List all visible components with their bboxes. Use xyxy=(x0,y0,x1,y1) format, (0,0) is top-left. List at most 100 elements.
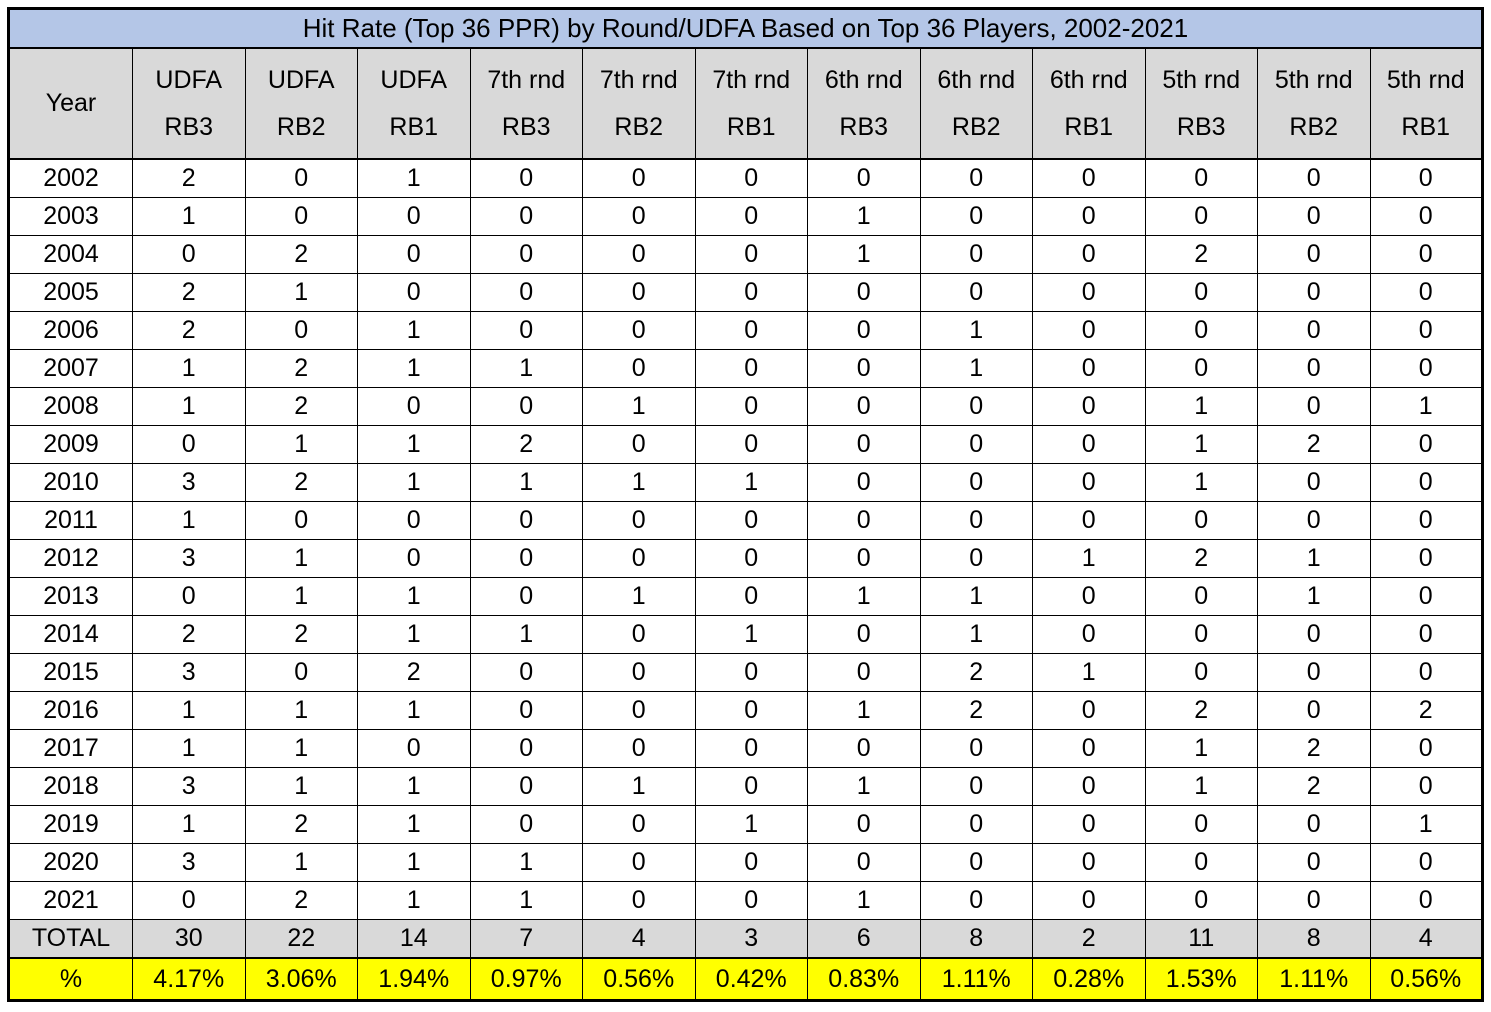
value-cell: 0 xyxy=(1257,235,1371,274)
value-cell: 0 xyxy=(582,729,696,768)
value-cell: 0 xyxy=(694,691,808,730)
value-cell: 0 xyxy=(919,387,1033,426)
value-cell: 0 xyxy=(1032,805,1146,844)
value-cell: 1 xyxy=(1257,577,1371,616)
total-value-cell: 6 xyxy=(807,919,921,959)
value-cell: 0 xyxy=(694,843,808,882)
year-cell: 2013 xyxy=(8,577,133,616)
value-cell: 0 xyxy=(1032,197,1146,236)
header-cell-6th-rnd-rb2: 6th rnd RB2 xyxy=(919,47,1033,160)
header-cell-6th-rnd-rb3: 6th rnd RB3 xyxy=(807,47,921,160)
header-cell-udfa-rb3: UDFA RB3 xyxy=(132,47,246,160)
value-cell: 1 xyxy=(244,691,358,730)
value-cell: 0 xyxy=(357,273,471,312)
header-line-bottom: RB1 xyxy=(1401,112,1451,141)
value-cell: 0 xyxy=(1032,235,1146,274)
value-cell: 0 xyxy=(582,349,696,388)
value-cell: 1 xyxy=(1369,387,1483,426)
value-cell: 1 xyxy=(1257,539,1371,578)
value-cell: 0 xyxy=(694,653,808,692)
value-cell: 1 xyxy=(357,615,471,654)
value-cell: 0 xyxy=(1032,311,1146,350)
value-cell: 0 xyxy=(919,463,1033,502)
value-cell: 2 xyxy=(1257,729,1371,768)
value-cell: 1 xyxy=(244,577,358,616)
percent-value-cell: 1.94% xyxy=(357,957,471,1001)
value-cell: 0 xyxy=(1257,463,1371,502)
value-cell: 0 xyxy=(357,197,471,236)
value-cell: 0 xyxy=(1032,767,1146,806)
header-cell-5th-rnd-rb1: 5th rnd RB1 xyxy=(1369,47,1483,160)
header-line-top: UDFA xyxy=(267,66,335,95)
value-cell: 0 xyxy=(1369,273,1483,312)
value-cell: 1 xyxy=(1144,767,1258,806)
value-cell: 0 xyxy=(807,843,921,882)
value-cell: 0 xyxy=(244,158,358,198)
header-line-top: 6th rnd xyxy=(1049,66,1128,95)
value-cell: 2 xyxy=(244,463,358,502)
value-cell: 1 xyxy=(357,349,471,388)
header-cell-5th-rnd-rb2: 5th rnd RB2 xyxy=(1257,47,1371,160)
header-line-bottom: RB1 xyxy=(726,112,776,141)
value-cell: 1 xyxy=(132,197,246,236)
value-cell: 0 xyxy=(582,881,696,920)
header-line-bottom: RB3 xyxy=(164,112,214,141)
value-cell: 1 xyxy=(132,691,246,730)
header-line-top: 5th rnd xyxy=(1386,66,1465,95)
value-cell: 1 xyxy=(357,425,471,464)
value-cell: 1 xyxy=(244,273,358,312)
value-cell: 0 xyxy=(357,539,471,578)
table-row: 2002 2 0 1 0 0 0 0 0 0 0 0 0 xyxy=(8,158,1483,198)
table-row: 2003 1 0 0 0 0 0 1 0 0 0 0 0 xyxy=(8,197,1483,236)
value-cell: 0 xyxy=(582,843,696,882)
header-line-bottom: RB3 xyxy=(1176,112,1226,141)
total-value-cell: 4 xyxy=(582,919,696,959)
value-cell: 1 xyxy=(132,387,246,426)
value-cell: 2 xyxy=(244,235,358,274)
year-cell: 2021 xyxy=(8,881,133,920)
header-line-top: 6th rnd xyxy=(937,66,1016,95)
value-cell: 1 xyxy=(357,843,471,882)
table-row: 2016 1 1 1 0 0 0 1 2 0 2 0 2 xyxy=(8,691,1483,730)
value-cell: 0 xyxy=(694,273,808,312)
value-cell: 0 xyxy=(919,539,1033,578)
value-cell: 0 xyxy=(582,805,696,844)
value-cell: 0 xyxy=(1369,463,1483,502)
total-value-cell: 8 xyxy=(919,919,1033,959)
value-cell: 0 xyxy=(1032,501,1146,540)
value-cell: 0 xyxy=(582,425,696,464)
value-cell: 0 xyxy=(919,273,1033,312)
value-cell: 0 xyxy=(1144,577,1258,616)
value-cell: 0 xyxy=(132,425,246,464)
header-line-top: 7th rnd xyxy=(599,66,678,95)
value-cell: 0 xyxy=(582,501,696,540)
value-cell: 0 xyxy=(807,387,921,426)
value-cell: 0 xyxy=(1144,653,1258,692)
percent-value-cell: 1.11% xyxy=(919,957,1033,1001)
header-line-bottom: RB2 xyxy=(614,112,664,141)
header-cell-udfa-rb1: UDFA RB1 xyxy=(357,47,471,160)
header-line-top: UDFA xyxy=(380,66,448,95)
value-cell: 0 xyxy=(357,387,471,426)
value-cell: 0 xyxy=(807,729,921,768)
header-cell-year: Year xyxy=(8,47,133,160)
value-cell: 0 xyxy=(694,577,808,616)
value-cell: 0 xyxy=(1369,729,1483,768)
header-line-top: 6th rnd xyxy=(824,66,903,95)
value-cell: 0 xyxy=(1144,843,1258,882)
table-row: 2005 2 1 0 0 0 0 0 0 0 0 0 0 xyxy=(8,273,1483,312)
value-cell: 2 xyxy=(1257,767,1371,806)
value-cell: 0 xyxy=(582,539,696,578)
header-line-bottom: RB1 xyxy=(389,112,439,141)
table-row: 2021 0 2 1 1 0 0 1 0 0 0 0 0 xyxy=(8,881,1483,920)
value-cell: 1 xyxy=(357,158,471,198)
value-cell: 0 xyxy=(807,805,921,844)
value-cell: 1 xyxy=(357,881,471,920)
value-cell: 0 xyxy=(1257,158,1371,198)
value-cell: 0 xyxy=(919,881,1033,920)
header-line-bottom: RB2 xyxy=(951,112,1001,141)
value-cell: 2 xyxy=(244,387,358,426)
hit-rate-table: Hit Rate (Top 36 PPR) by Round/UDFA Base… xyxy=(7,7,1484,1002)
value-cell: 2 xyxy=(1144,691,1258,730)
value-cell: 0 xyxy=(469,653,583,692)
